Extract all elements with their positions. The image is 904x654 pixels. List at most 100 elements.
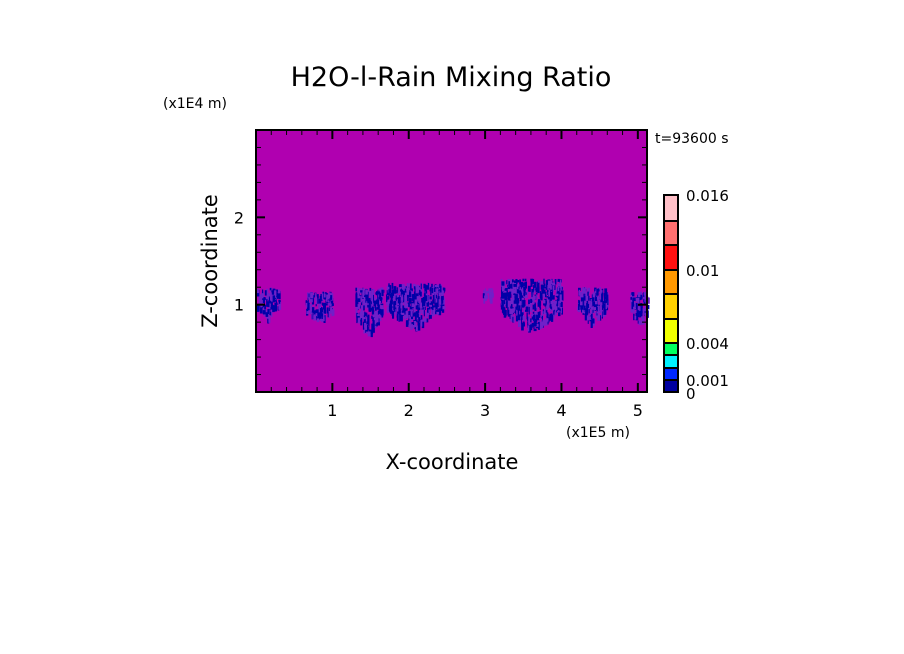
rain-cell xyxy=(420,283,422,290)
rain-cell xyxy=(362,288,365,293)
rain-cell xyxy=(328,292,331,297)
rain-cell xyxy=(359,311,363,318)
rain-cell xyxy=(389,293,392,296)
rain-cell xyxy=(425,311,428,317)
rain-cell xyxy=(634,315,637,320)
rain-cell xyxy=(599,304,602,312)
rain-cell xyxy=(426,285,429,290)
rain-cell xyxy=(588,316,591,320)
rain-cell xyxy=(632,304,635,307)
rain-cell xyxy=(586,302,589,306)
rain-cell xyxy=(274,299,277,302)
rain-cell xyxy=(435,294,438,303)
rain-cell xyxy=(542,319,546,326)
rain-cell xyxy=(365,289,367,294)
rain-cell xyxy=(326,309,329,314)
rain-cell xyxy=(597,306,600,314)
rain-cell xyxy=(376,315,379,323)
rain-cell xyxy=(327,300,330,303)
rain-cell xyxy=(583,300,586,309)
rain-cell xyxy=(555,299,558,308)
rain-cell xyxy=(604,288,608,296)
rain-cell xyxy=(393,294,396,301)
rain-cell xyxy=(587,291,589,296)
y-axis-label: Z-coordinate xyxy=(198,194,222,328)
rain-cell xyxy=(490,295,493,304)
rain-cell xyxy=(360,296,362,303)
rain-cell xyxy=(355,293,358,302)
rain-cell xyxy=(603,298,605,303)
rain-cell xyxy=(554,279,557,285)
rain-cell xyxy=(380,297,383,303)
rain-cell xyxy=(535,294,538,298)
rain-cell xyxy=(555,306,558,311)
rain-cell xyxy=(607,299,609,306)
rain-cell xyxy=(331,309,335,316)
rain-cell xyxy=(557,278,560,282)
rain-cell xyxy=(535,306,538,311)
rain-cell xyxy=(269,303,271,307)
rain-cell xyxy=(595,294,598,298)
rain-cell xyxy=(597,296,600,300)
rain-cell xyxy=(591,294,595,302)
rain-cell xyxy=(429,296,432,300)
rain-cell xyxy=(367,304,369,308)
rain-cell xyxy=(356,316,358,324)
rain-cell xyxy=(419,302,423,308)
rain-cell xyxy=(632,308,635,312)
rain-cell xyxy=(378,304,380,309)
rain-cell xyxy=(410,309,412,318)
rain-cell xyxy=(511,286,515,294)
rain-cell xyxy=(509,288,512,295)
rain-cell xyxy=(632,297,635,301)
rain-cell xyxy=(328,311,331,318)
rain-cell xyxy=(417,322,421,331)
rain-cell xyxy=(369,290,372,298)
rain-cell xyxy=(504,299,506,305)
rain-cell xyxy=(519,291,522,295)
rain-cell xyxy=(388,285,392,293)
rain-cell xyxy=(410,283,412,291)
rain-cell xyxy=(546,298,548,303)
rain-cell xyxy=(545,280,549,288)
rain-cell xyxy=(605,292,608,299)
rain-cell xyxy=(274,306,277,312)
rain-cell xyxy=(391,307,395,314)
rain-cell xyxy=(363,317,366,320)
colorbar-segment xyxy=(663,269,679,295)
rain-cell xyxy=(550,314,554,322)
rain-cell xyxy=(436,298,440,301)
rain-cell xyxy=(560,279,562,284)
rain-cell xyxy=(542,293,545,297)
rain-cell xyxy=(423,317,427,320)
rain-cell xyxy=(552,303,555,311)
rain-cell xyxy=(372,314,376,317)
rain-cell xyxy=(433,307,436,312)
rain-cell xyxy=(417,321,420,326)
x-tick-label: 4 xyxy=(556,401,566,420)
rain-cell xyxy=(267,301,270,308)
rain-cell xyxy=(598,310,601,313)
y-unit-label: (x1E4 m) xyxy=(163,96,227,112)
rain-cell xyxy=(545,284,548,290)
rain-cell xyxy=(357,317,361,324)
rain-cell xyxy=(515,301,519,308)
rain-cell xyxy=(432,299,435,304)
rain-cell xyxy=(317,296,319,304)
rain-cell xyxy=(631,302,634,310)
rain-cell xyxy=(515,306,517,311)
rain-cell xyxy=(275,301,277,304)
rain-cell xyxy=(557,283,561,288)
rain-cell xyxy=(600,296,604,303)
rain-cell xyxy=(266,299,268,307)
rain-cell xyxy=(357,290,360,298)
rain-cell xyxy=(547,279,551,282)
rain-cell xyxy=(539,307,542,310)
rain-cell xyxy=(380,313,382,322)
rain-cell xyxy=(396,306,399,312)
rain-cell xyxy=(561,296,564,300)
rain-cell xyxy=(592,292,596,298)
rain-cell xyxy=(322,310,324,315)
rain-cell xyxy=(271,297,274,302)
